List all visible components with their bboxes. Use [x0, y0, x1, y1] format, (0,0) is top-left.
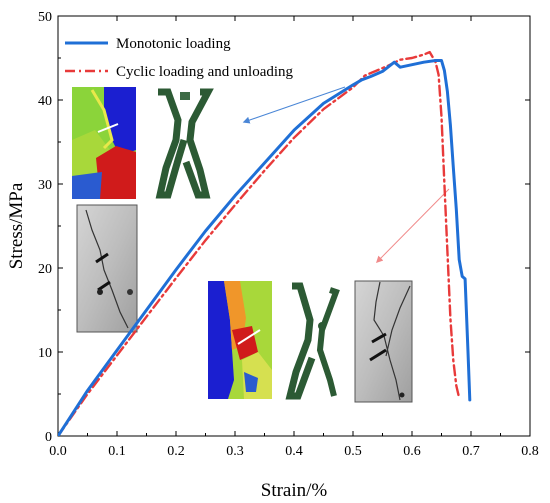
y-tick-label: 30 [38, 178, 52, 193]
y-tick-label: 10 [38, 346, 52, 361]
blue-pointer-arrow [242, 86, 346, 124]
y-axis: 0 10 20 30 40 50 [38, 10, 530, 445]
x-tick-label: 0.0 [49, 444, 67, 459]
x-tick-label: 0.8 [521, 444, 539, 459]
legend: Monotonic loading Cyclic loading and unlo… [65, 36, 294, 80]
monotonic-color-map-inset [72, 87, 136, 199]
series-line-0 [58, 59, 472, 436]
cyclic-specimen-photo-inset [354, 280, 413, 403]
x-tick-label: 0.5 [344, 444, 362, 459]
monotonic-specimen-photo-inset [76, 204, 138, 333]
x-tick-label: 0.2 [167, 444, 185, 459]
x-tick-label: 0.1 [108, 444, 126, 459]
x-tick-label: 0.7 [462, 444, 480, 459]
inset-images [72, 86, 450, 403]
legend-label-1: Cyclic loading and unloading [116, 64, 294, 80]
y-tick-label: 20 [38, 262, 52, 277]
x-tick-label: 0.4 [285, 444, 303, 459]
legend-label-0: Monotonic loading [116, 36, 231, 52]
y-axis-label: Stress/MPa [6, 182, 27, 269]
y-tick-label: 50 [38, 10, 52, 25]
y-tick-label: 40 [38, 94, 52, 109]
x-axis: 0.0 0.1 0.2 0.3 0.4 0.5 0.6 0.7 0.8 [49, 16, 539, 459]
y-tick-label: 0 [45, 430, 52, 445]
x-tick-label: 0.3 [226, 444, 244, 459]
cyclic-color-map-inset [208, 281, 272, 399]
monotonic-crack-map-inset [150, 87, 216, 199]
x-axis-label: Strain/% [261, 480, 328, 501]
series-layer [58, 50, 472, 436]
x-tick-label: 0.6 [403, 444, 421, 459]
red-pointer-arrow [376, 188, 450, 263]
cyclic-crack-map-inset [282, 281, 344, 400]
